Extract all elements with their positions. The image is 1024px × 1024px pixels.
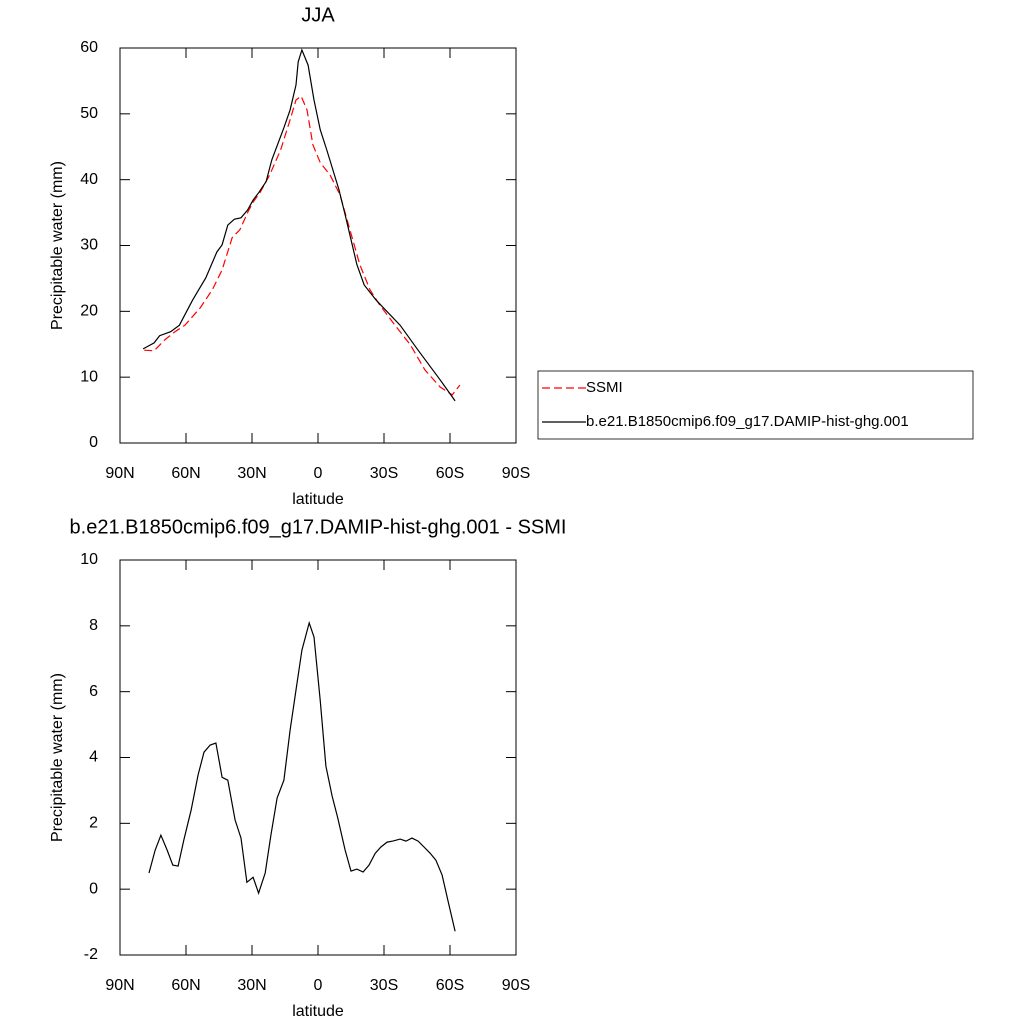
x-tick-label: 60S: [436, 465, 464, 482]
plot-frame: [119, 47, 517, 444]
y-tick-label: 30: [80, 237, 98, 254]
y-tick-label: 10: [80, 368, 98, 385]
x-tick-label: 60S: [436, 977, 464, 994]
y-tick-label: 0: [89, 880, 98, 897]
x-tick-label: 30N: [237, 465, 266, 482]
data-line: [148, 620, 456, 932]
data-line: [144, 95, 461, 396]
plot-frame: [119, 559, 517, 956]
y-tick-label: -2: [84, 946, 98, 963]
x-tick-label: 30S: [370, 977, 398, 994]
x-tick-label: 90S: [502, 977, 530, 994]
y-tick-label: 40: [80, 171, 98, 188]
legend-label: SSMI: [586, 379, 623, 396]
y-tick-label: 6: [89, 683, 98, 700]
chart-title: JJA: [301, 4, 335, 26]
x-tick-label: 90S: [502, 465, 530, 482]
y-tick-label: 4: [89, 749, 98, 766]
y-tick-label: 10: [80, 551, 98, 568]
x-tick-label: 30N: [237, 977, 266, 994]
y-axis-label: Precipitable water (mm): [49, 161, 66, 330]
x-tick-label: 0: [314, 465, 323, 482]
y-tick-label: 2: [89, 815, 98, 832]
y-tick-label: 0: [89, 434, 98, 451]
legend-label: b.e21.B1850cmip6.f09_g17.DAMIP-hist-ghg.…: [586, 413, 909, 430]
y-axis-label: Precipitable water (mm): [49, 673, 66, 842]
x-tick-label: 90N: [105, 977, 134, 994]
y-tick-label: 8: [89, 617, 98, 634]
y-tick-label: 20: [80, 303, 98, 320]
x-tick-label: 60N: [171, 977, 200, 994]
legend-box: [537, 370, 974, 440]
data-line: [142, 48, 456, 402]
x-tick-label: 60N: [171, 465, 200, 482]
x-tick-label: 0: [314, 977, 323, 994]
y-tick-label: 60: [80, 39, 98, 56]
x-tick-label: 90N: [105, 465, 134, 482]
x-axis-label: latitude: [292, 1003, 344, 1020]
chart-title: b.e21.B1850cmip6.f09_g17.DAMIP-hist-ghg.…: [70, 516, 567, 538]
y-tick-label: 50: [80, 105, 98, 122]
x-axis-label: latitude: [292, 491, 344, 508]
x-tick-label: 30S: [370, 465, 398, 482]
